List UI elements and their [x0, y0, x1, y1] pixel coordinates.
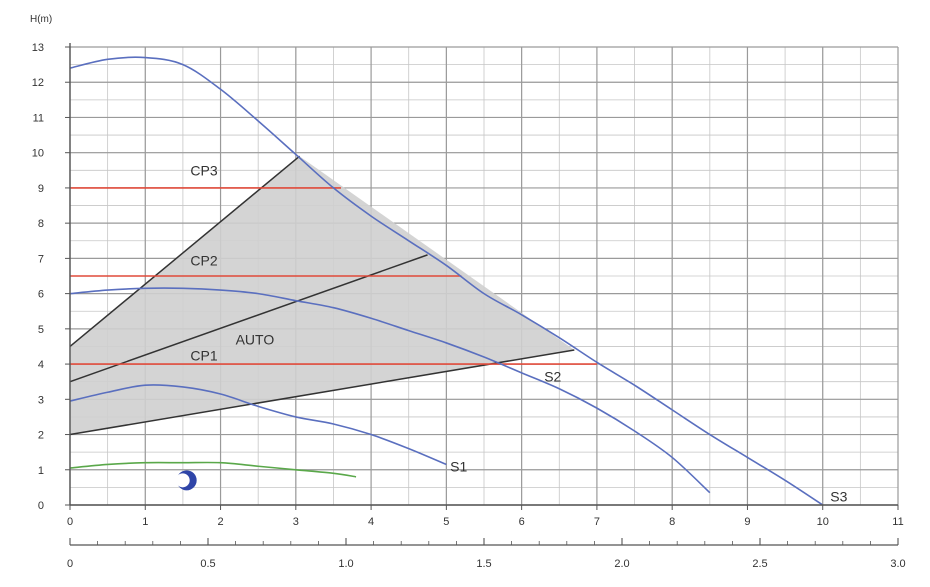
- y-tick-label: 9: [38, 183, 44, 195]
- y-tick-label: 10: [32, 148, 44, 160]
- curve-label-s2: S2: [544, 369, 561, 385]
- x-axis-secondary-ticks: 0 0.5 1.0 1.5 2.0 2.5 3.0: [67, 538, 906, 570]
- x-tick-label: 6: [519, 516, 525, 528]
- y-tick-label: 4: [38, 359, 44, 371]
- y-axis-label: H(m): [30, 14, 52, 25]
- curve-label-cp2: CP2: [190, 252, 217, 268]
- auto-region-area: [70, 156, 575, 435]
- x-tick-label: 3: [293, 516, 299, 528]
- x2-tick-label: 3.0: [890, 558, 905, 570]
- y-tick-label: 1: [38, 465, 44, 477]
- night-mode-curve: [69, 461, 357, 478]
- y-tick-label: 12: [32, 77, 44, 89]
- x2-tick-label: 0.5: [200, 558, 215, 570]
- y-tick-label: 8: [38, 218, 44, 230]
- x-axis-primary-ticks: 0 1 2 3 4 5 6 7 8 9 10 11: [67, 505, 904, 528]
- speed-curves: [69, 56, 824, 506]
- y-tick-label: 13: [32, 42, 44, 54]
- y-tick-label: 0: [38, 500, 44, 512]
- curve-label-auto: AUTO: [236, 332, 275, 348]
- x-tick-label: 7: [594, 516, 600, 528]
- y-tick-label: 2: [38, 430, 44, 442]
- y-tick-label: 7: [38, 253, 44, 265]
- speed-curve-s1: [69, 384, 447, 466]
- icons: [175, 470, 197, 491]
- y-tick-label: 5: [38, 324, 44, 336]
- x-tick-label: 5: [443, 516, 449, 528]
- moon-icon-cutout: [175, 473, 190, 488]
- curve-labels: CP3 CP2 CP1 AUTO S2 S1 S3: [190, 163, 847, 505]
- x-tick-label: 4: [368, 516, 374, 528]
- x2-tick-label: 2.5: [752, 558, 767, 570]
- curve-label-cp1: CP1: [190, 348, 217, 364]
- x2-tick-label: 2.0: [614, 558, 629, 570]
- x-tick-label: 0: [67, 516, 73, 528]
- speed-curve-s2: [69, 287, 711, 494]
- speed-curve-s3: [69, 56, 824, 506]
- x-tick-label: 9: [744, 516, 750, 528]
- curve-label-cp3: CP3: [190, 163, 217, 179]
- x-tick-label: 2: [217, 516, 223, 528]
- x-tick-label: 1: [142, 516, 148, 528]
- y-tick-label: 3: [38, 394, 44, 406]
- moon-icon: [175, 470, 197, 491]
- x-tick-label: 8: [669, 516, 675, 528]
- x2-tick-label: 1.0: [338, 558, 353, 570]
- auto-region: [70, 156, 575, 435]
- x-tick-label: 10: [817, 516, 829, 528]
- night-mode-line: [69, 461, 357, 478]
- y-tick-label: 6: [38, 289, 44, 301]
- x2-tick-label: 1.5: [476, 558, 491, 570]
- x-tick-label: 11: [892, 516, 903, 528]
- y-tick-label: 11: [33, 112, 44, 124]
- curve-label-s3: S3: [830, 488, 847, 504]
- curve-label-s1: S1: [450, 459, 467, 475]
- x2-tick-label: 0: [67, 558, 73, 570]
- constant-pressure-lines: [70, 187, 597, 365]
